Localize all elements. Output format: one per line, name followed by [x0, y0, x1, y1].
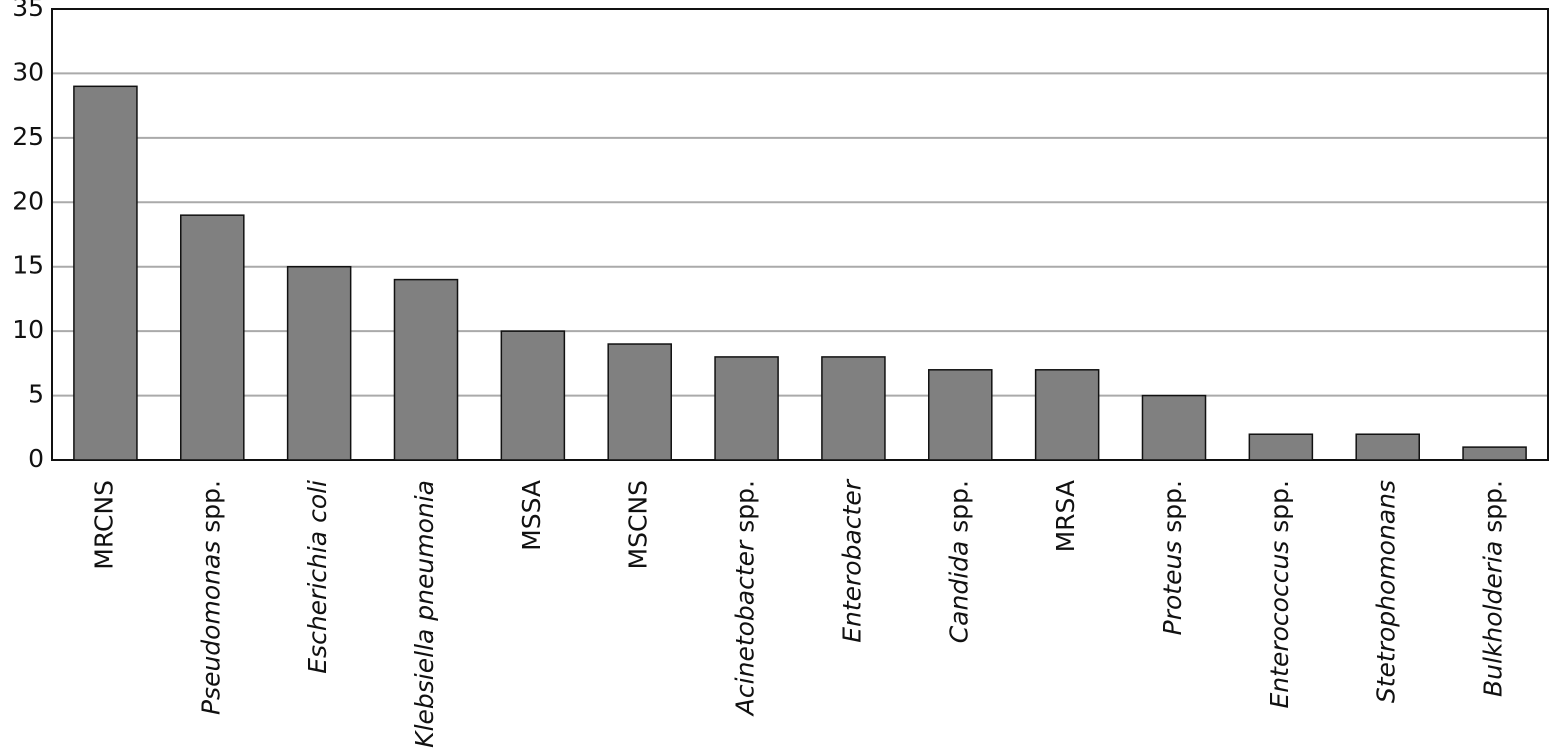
bar: [928, 369, 993, 461]
x-tick-label: MRSA: [1051, 480, 1080, 552]
bar: [1462, 446, 1527, 461]
y-tick-label: 35: [12, 0, 44, 22]
y-tick-label: 5: [28, 380, 44, 409]
bar: [1141, 394, 1207, 461]
bar: [73, 85, 138, 461]
x-tick-label: Proteus spp.: [1158, 480, 1187, 635]
bar: [180, 214, 245, 461]
x-tick-label: MSSA: [517, 480, 546, 551]
bar: [1034, 369, 1100, 461]
x-tick-label: Bulkholderia spp.: [1479, 480, 1508, 697]
y-tick-label: 15: [12, 251, 44, 280]
x-tick-label: MRCNS: [89, 480, 118, 570]
x-tick-label: Stetrophomonans: [1372, 480, 1401, 703]
y-tick-label: 25: [12, 122, 44, 151]
bar: [1248, 433, 1314, 461]
bar: [500, 330, 566, 461]
x-tick-label: Candida spp.: [944, 480, 973, 643]
y-tick-label: 20: [12, 186, 44, 215]
bar: [393, 278, 459, 461]
bar: [714, 356, 779, 461]
x-tick-label: Klebsiella pneumonia: [410, 480, 439, 748]
bar: [1355, 433, 1420, 461]
bar: [286, 265, 352, 461]
x-tick-label: Enterococcus spp.: [1265, 480, 1294, 708]
bar: [607, 343, 672, 461]
x-tick-label: Escherichia coli: [303, 480, 332, 674]
x-tick-label: Pseudomonas spp.: [196, 480, 225, 715]
y-tick-label: 0: [28, 444, 44, 473]
x-tick-label: Enterobacter: [837, 478, 866, 643]
x-tick-label: MSCNS: [624, 480, 653, 569]
y-tick-label: 30: [12, 57, 44, 86]
y-tick-label: 10: [12, 315, 44, 344]
plot-frame: [51, 8, 1549, 461]
x-tick-label: Acinetobacter spp.: [731, 480, 760, 717]
bar: [821, 356, 886, 461]
